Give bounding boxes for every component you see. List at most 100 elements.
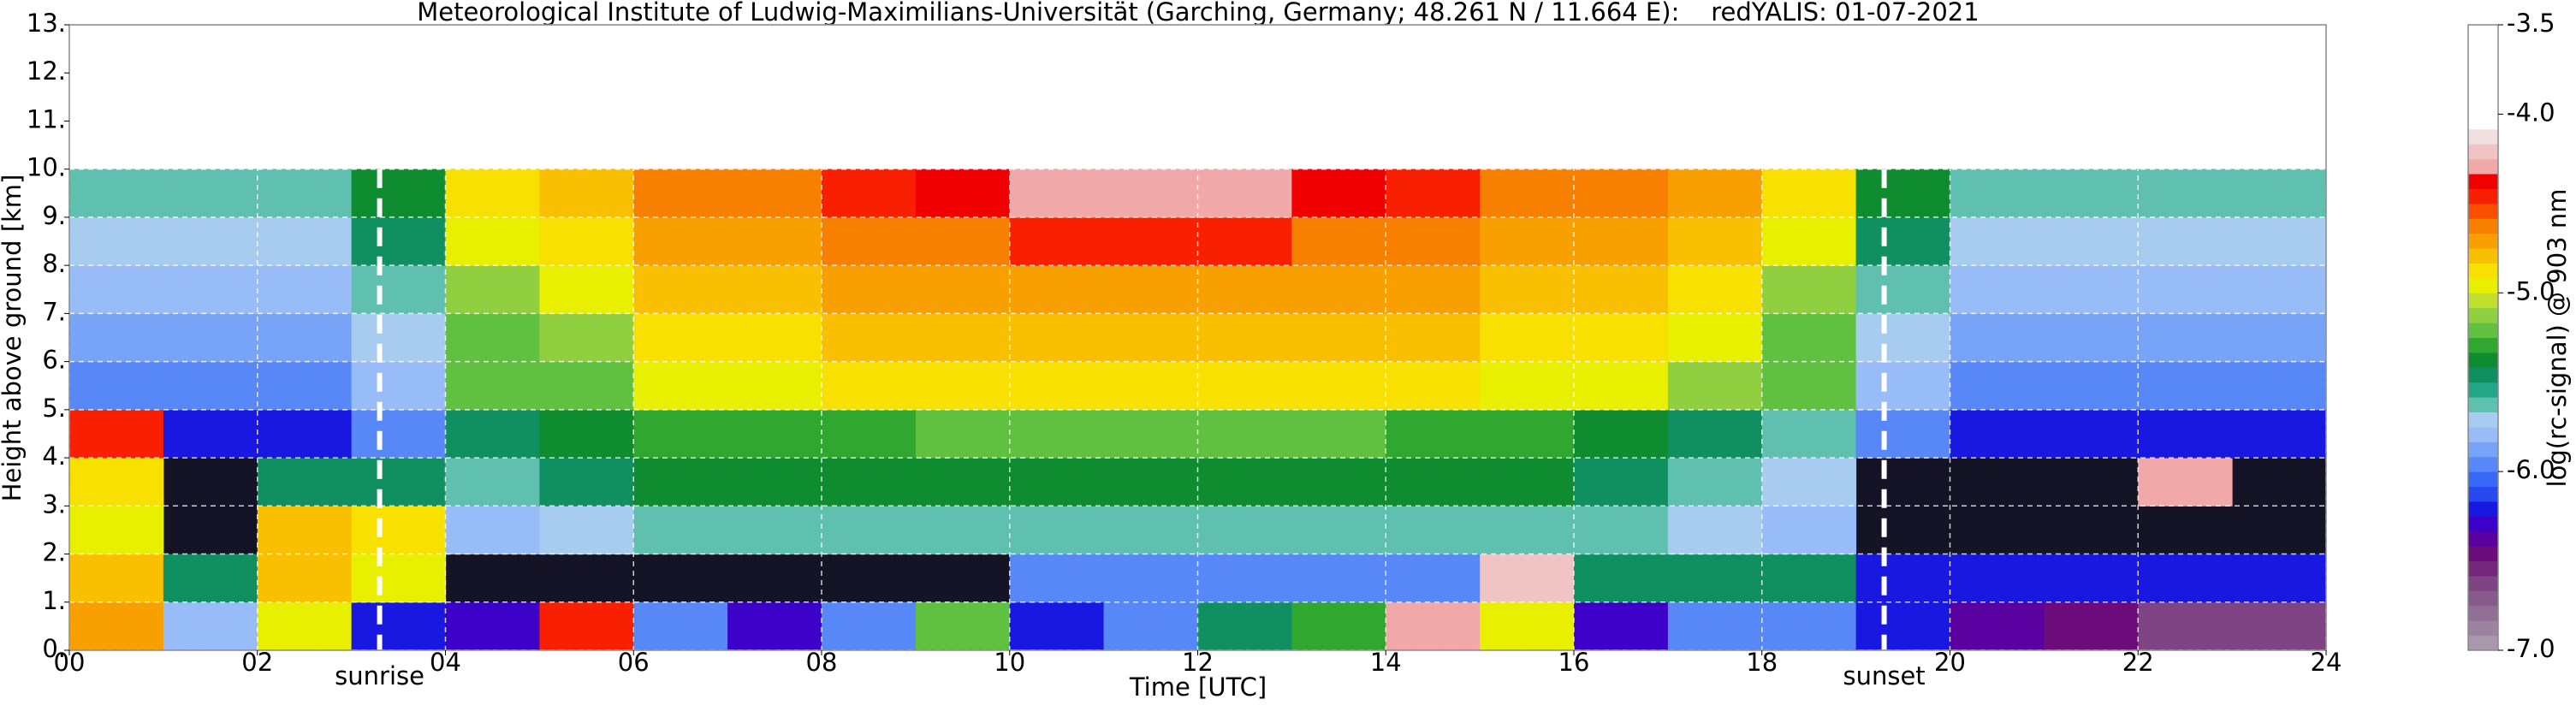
heat-cell bbox=[1855, 601, 1950, 651]
colorbar-band bbox=[2468, 99, 2498, 115]
heat-cell bbox=[445, 601, 540, 651]
colorbar-band bbox=[2468, 84, 2498, 100]
heat-cell bbox=[2232, 601, 2327, 651]
heat-cell bbox=[163, 554, 258, 603]
colorbar-band bbox=[2468, 635, 2498, 651]
heat-cell bbox=[1667, 216, 1763, 266]
heat-cell bbox=[1291, 265, 1386, 314]
heat-cell bbox=[257, 601, 353, 651]
annotation-label: sunset bbox=[1843, 661, 1925, 690]
y-tick-label: 0. bbox=[42, 634, 66, 663]
heat-cell bbox=[1291, 169, 1386, 218]
heat-cell bbox=[915, 216, 1011, 266]
heat-cell bbox=[2138, 361, 2233, 411]
x-tick-label: 16 bbox=[1558, 648, 1590, 677]
heat-cell bbox=[1386, 601, 1481, 651]
heat-cell bbox=[1291, 361, 1386, 411]
heat-cell bbox=[2232, 554, 2327, 603]
heat-cell bbox=[1667, 265, 1763, 314]
heat-cell bbox=[633, 313, 728, 363]
heat-cell bbox=[1574, 265, 1669, 314]
heat-cell bbox=[1197, 313, 1292, 363]
y-tick-label: 9. bbox=[42, 201, 66, 230]
heat-cell bbox=[1291, 506, 1386, 555]
heat-cell bbox=[633, 458, 728, 507]
y-tick-label: 1. bbox=[42, 586, 66, 615]
heat-cell bbox=[2232, 169, 2327, 218]
heat-cell bbox=[1291, 458, 1386, 507]
heat-cell bbox=[1950, 169, 2045, 218]
heat-cell bbox=[1103, 458, 1198, 507]
heat-cell bbox=[69, 313, 164, 363]
heat-cell bbox=[2044, 409, 2139, 459]
heat-cell bbox=[1197, 361, 1292, 411]
heat-cell bbox=[351, 554, 446, 603]
colorbar-band bbox=[2468, 605, 2498, 621]
heat-cell bbox=[633, 601, 728, 651]
colorbar-tick-label: -5.0 bbox=[2507, 276, 2555, 305]
heat-cell bbox=[539, 409, 634, 459]
heat-cell bbox=[1103, 506, 1198, 555]
colorbar-band bbox=[2468, 263, 2498, 279]
colorbar-tick-label: -4.0 bbox=[2507, 98, 2555, 127]
heat-cell bbox=[1009, 169, 1105, 218]
y-tick-label: 6. bbox=[42, 346, 66, 375]
heat-cell bbox=[1667, 409, 1763, 459]
heat-cell bbox=[822, 409, 917, 459]
annotation-label: sunrise bbox=[335, 661, 424, 690]
heat-cell bbox=[915, 506, 1011, 555]
heat-cell bbox=[1761, 554, 1857, 603]
y-tick-label: 5. bbox=[42, 394, 66, 423]
heat-cell bbox=[1574, 554, 1669, 603]
heat-cell bbox=[257, 216, 353, 266]
colorbar-tick-label: -3.5 bbox=[2507, 9, 2555, 38]
heat-cell bbox=[445, 458, 540, 507]
colorbar-band bbox=[2468, 293, 2498, 309]
heat-cell bbox=[1291, 216, 1386, 266]
heat-cell bbox=[1761, 265, 1857, 314]
heat-cell bbox=[1855, 313, 1950, 363]
heat-cell bbox=[163, 216, 258, 266]
heat-cell bbox=[727, 361, 822, 411]
heat-cell bbox=[163, 361, 258, 411]
heat-cell bbox=[1197, 458, 1292, 507]
heat-cell bbox=[1103, 554, 1198, 603]
heat-cell bbox=[351, 506, 446, 555]
heat-cell bbox=[915, 169, 1011, 218]
heat-cell bbox=[822, 313, 917, 363]
heat-cell bbox=[1667, 601, 1763, 651]
colorbar-band bbox=[2468, 144, 2498, 160]
heat-cell bbox=[1291, 554, 1386, 603]
heat-cell bbox=[1103, 313, 1198, 363]
heat-cell bbox=[2044, 313, 2139, 363]
x-tick-label: 18 bbox=[1746, 648, 1778, 677]
heat-cell bbox=[445, 506, 540, 555]
heat-cell bbox=[163, 265, 258, 314]
heat-cell bbox=[1761, 458, 1857, 507]
heat-cell bbox=[1855, 169, 1950, 218]
heat-cell bbox=[1574, 361, 1669, 411]
y-axis-label: Height above ground [km] bbox=[0, 175, 27, 502]
heat-cell bbox=[351, 601, 446, 651]
colorbar-band bbox=[2468, 382, 2498, 398]
heat-cell bbox=[1950, 409, 2045, 459]
y-tick-label: 10. bbox=[27, 153, 66, 182]
heat-cell bbox=[1197, 169, 1292, 218]
heat-cell bbox=[1950, 216, 2045, 266]
heat-cell bbox=[1009, 409, 1105, 459]
heat-cell bbox=[351, 216, 446, 266]
heat-cell bbox=[1950, 361, 2045, 411]
heat-cell bbox=[822, 265, 917, 314]
y-tick-label: 4. bbox=[42, 441, 66, 471]
colorbar-band bbox=[2468, 367, 2498, 383]
heat-cell bbox=[1291, 409, 1386, 459]
colorbar-band bbox=[2468, 486, 2498, 502]
heat-cell bbox=[1197, 554, 1292, 603]
heat-cell bbox=[1386, 361, 1481, 411]
heat-cell bbox=[445, 216, 540, 266]
heat-cell bbox=[1386, 409, 1481, 459]
colorbar-band bbox=[2468, 546, 2498, 562]
heat-cell bbox=[1855, 361, 1950, 411]
heat-cell bbox=[539, 601, 634, 651]
colorbar-band bbox=[2468, 501, 2498, 517]
